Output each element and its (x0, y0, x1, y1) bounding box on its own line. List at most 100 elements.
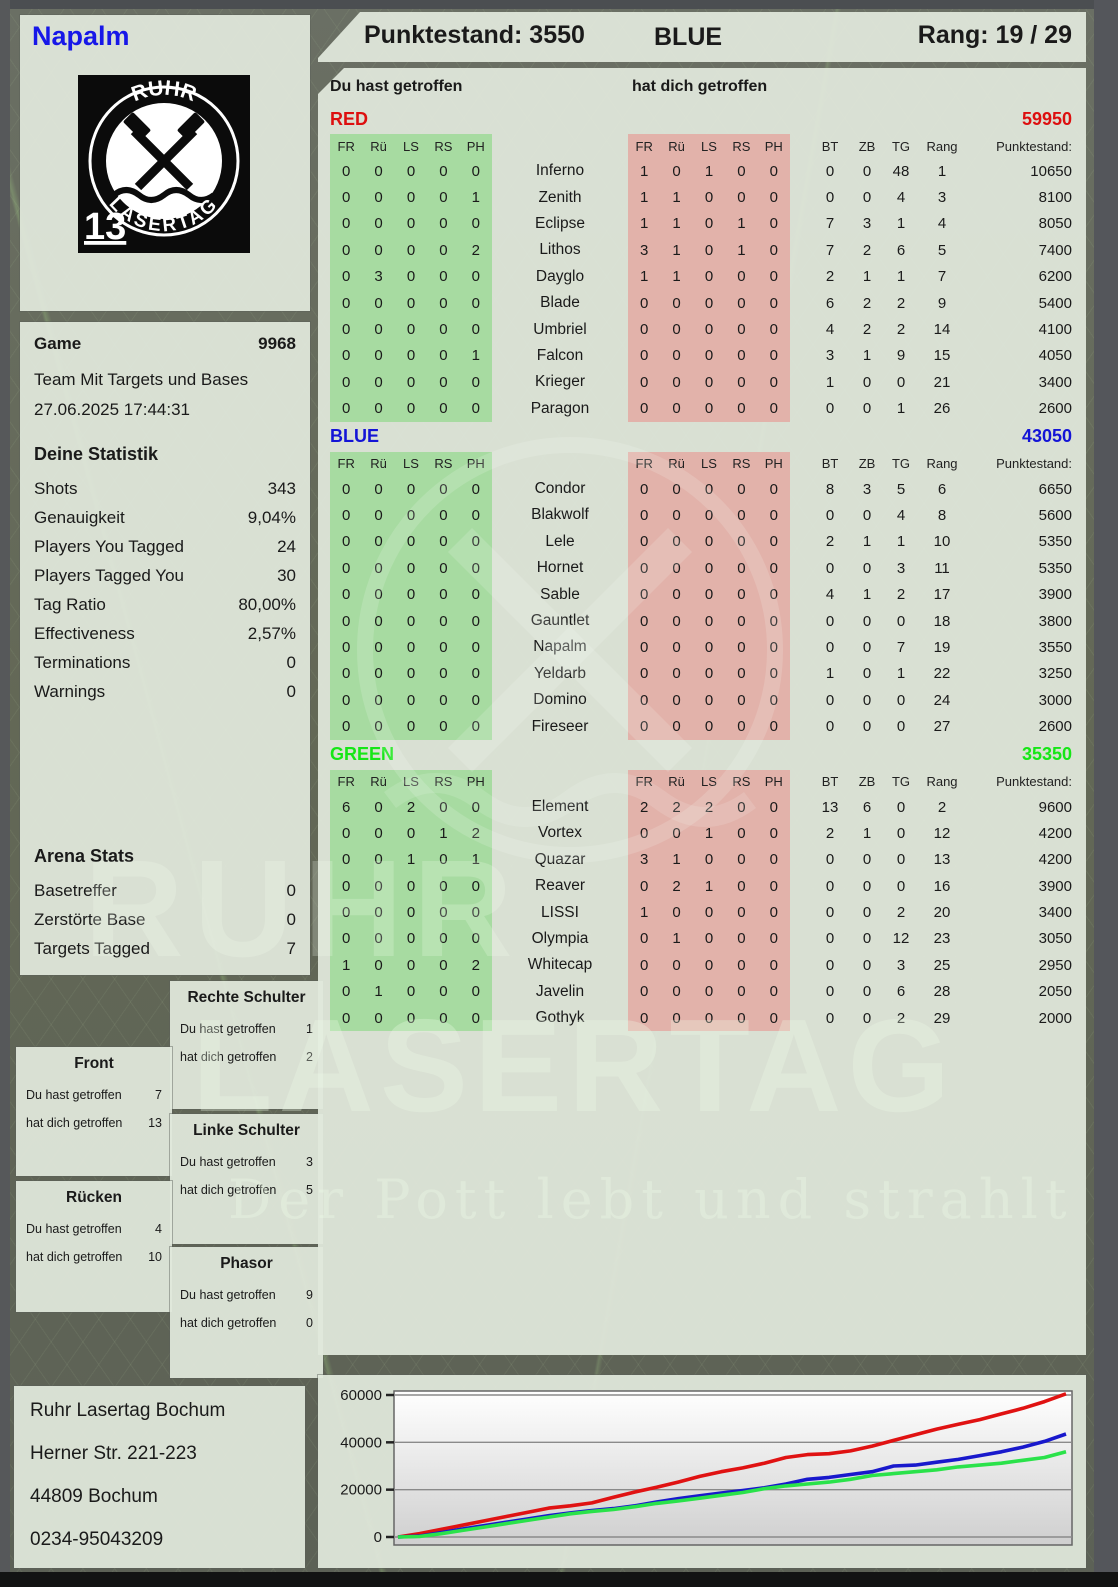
stat-value: 20 (933, 904, 951, 922)
hit-you-values: 0 2 1 0 0 (628, 872, 790, 900)
stat-value: 8 (825, 480, 835, 498)
hit-you-values: 0 0 0 0 0 (628, 952, 790, 979)
hit-you-values: 0 0 0 0 0 (628, 555, 790, 582)
zone-title: Rechte Schulter (187, 989, 306, 1006)
cell-value: 0 (342, 268, 351, 286)
team-name: BLUE (330, 426, 379, 447)
y-tick-label: 40000 (340, 1434, 382, 1451)
col-header: Rü (668, 774, 685, 790)
stat-value: 2 (896, 294, 906, 312)
stat-value: 25 (933, 956, 951, 974)
you-hit-values: 0 0 0 0 0 (330, 713, 492, 740)
cell-value: 0 (640, 612, 649, 630)
col-header: RS (434, 138, 453, 154)
cell-value: 0 (769, 956, 778, 974)
cell-value: 1 (640, 904, 649, 922)
stat-row: Terminations 0 (20, 648, 310, 677)
gap (790, 820, 810, 846)
player-panel: Napalm RUHR LASERTAG 13 (20, 15, 310, 311)
cell-value: 2 (471, 824, 480, 842)
stat-value: 0 (286, 681, 296, 701)
points-value: 3900 (1038, 877, 1072, 895)
cell-value: 0 (406, 718, 416, 736)
stat-value: 9,04% (247, 507, 296, 527)
cell-value: 0 (672, 956, 681, 974)
player-name: Olympia (531, 929, 589, 947)
stat-value: 18 (933, 612, 951, 630)
hit-you-values: 0 0 0 0 0 (628, 316, 790, 343)
club-logo: RUHR LASERTAG 13 (78, 75, 250, 253)
cell-value: 0 (342, 347, 351, 365)
stat-row: Players Tagged You 30 (20, 561, 310, 590)
pad (1072, 134, 1086, 158)
cell-value: 0 (704, 956, 714, 974)
gap (790, 369, 810, 395)
cell-value: 0 (406, 241, 416, 259)
cell-value: 1 (640, 268, 649, 286)
pad (1072, 899, 1086, 925)
you-hit-values: 0 0 0 0 1 (330, 184, 492, 211)
pad (318, 237, 330, 263)
game-mode: Team Mit Targets und Bases (34, 370, 249, 389)
cell-value: 0 (342, 1009, 351, 1027)
cell-value: 0 (640, 930, 649, 948)
arena-stat-row: Basetreffer 0 (20, 876, 310, 905)
cell-value: 0 (672, 162, 681, 180)
player-name: Vortex (538, 824, 582, 842)
cell-value: 0 (342, 294, 351, 312)
gap (790, 452, 810, 476)
pad (1072, 237, 1086, 263)
stat-value: 1 (862, 586, 872, 604)
stat-label: Warnings (34, 681, 106, 701)
cell-value: 1 (640, 215, 649, 233)
table-row: 0 0 0 0 0 Umbriel 0 0 0 0 0 4 2 2 14 4100 (318, 316, 1086, 343)
hit-you-values: 0 0 0 0 0 (628, 1004, 790, 1032)
stat-value: 1 (862, 824, 872, 842)
team-header: GREEN 35350 (318, 740, 1086, 770)
gap (790, 794, 810, 820)
stat-value: 0 (862, 718, 872, 736)
cell-value: 0 (406, 824, 416, 842)
stat-value: 1 (896, 268, 906, 286)
pad (318, 926, 330, 952)
stat-value: 4 (896, 189, 906, 207)
player-name: Krieger (535, 373, 585, 391)
stat-value: 2 (862, 321, 872, 339)
cell-value: 0 (640, 877, 649, 895)
stat-value: 0 (896, 877, 906, 895)
cell-value: 1 (737, 241, 746, 259)
stat-value: 48 (892, 162, 910, 180)
cell-value: 0 (737, 373, 746, 391)
pad (318, 608, 330, 634)
cell-value: 0 (374, 506, 383, 524)
table-row: 0 0 0 0 0 Gothyk 0 0 0 0 0 0 0 2 29 2000 (318, 1004, 1086, 1032)
stat-value: 0 (862, 638, 872, 656)
pad (318, 452, 330, 476)
stat-value: 0 (825, 983, 835, 1001)
gap (790, 529, 810, 555)
stat-value: 2 (825, 533, 835, 551)
cell-value: 0 (704, 480, 714, 498)
points-value: 2600 (1038, 718, 1072, 736)
hit-you-values: 0 0 0 0 0 (628, 342, 790, 370)
player-name: Javelin (535, 982, 585, 1000)
points-value: 5350 (1038, 533, 1072, 551)
col-header: Rü (370, 774, 387, 790)
stat-value: 5 (896, 480, 906, 498)
you-hit-values: 0 0 0 0 0 (330, 1004, 492, 1032)
stat-value: 0 (862, 930, 872, 948)
table-row: 0 0 0 0 0 Domino 0 0 0 0 0 0 0 0 24 3000 (318, 687, 1086, 714)
cell-value: 0 (342, 241, 351, 259)
pad (318, 343, 330, 369)
cell-value: 0 (672, 691, 681, 709)
zone-title: Rücken (66, 1189, 122, 1206)
pad (318, 713, 330, 739)
pad (1072, 687, 1086, 713)
pad (318, 529, 330, 555)
pad (1072, 794, 1086, 820)
cell-value: 0 (471, 321, 480, 339)
table-row: 0 0 0 0 1 Zenith 1 1 0 0 0 0 0 4 3 8100 (318, 184, 1086, 211)
pad (1072, 1005, 1086, 1031)
pad (1072, 770, 1086, 794)
cell-value: 0 (406, 294, 416, 312)
